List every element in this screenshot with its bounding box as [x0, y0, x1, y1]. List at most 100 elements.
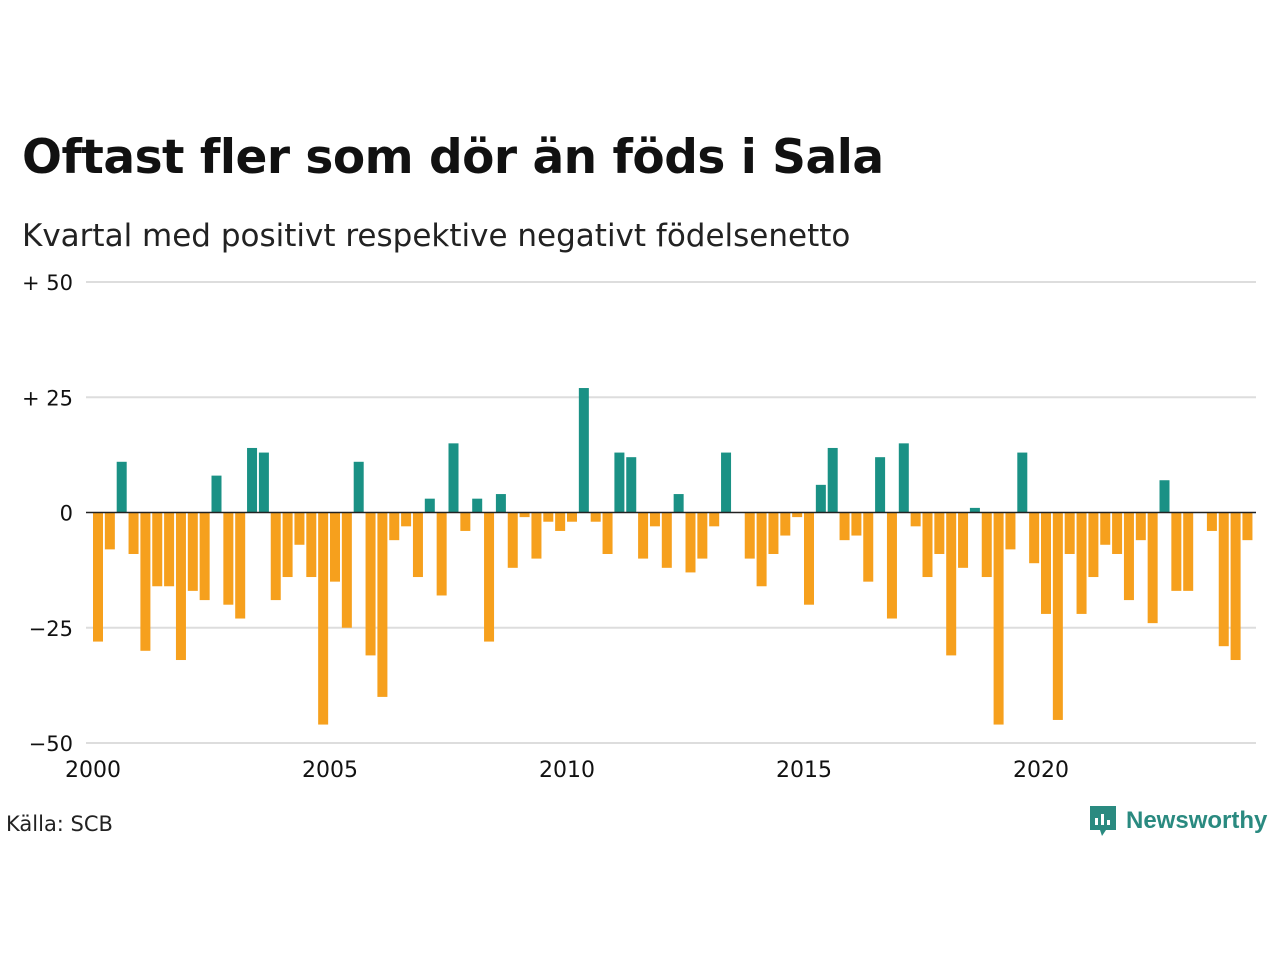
bar	[863, 512, 874, 582]
bar	[235, 512, 246, 619]
bar	[638, 512, 649, 559]
chart-subtitle: Kvartal med positivt respektive negativt…	[22, 218, 851, 254]
bar	[318, 512, 329, 725]
bar	[839, 512, 850, 541]
bar	[649, 512, 660, 527]
bar	[199, 512, 210, 601]
bar	[543, 512, 554, 522]
bar	[886, 512, 897, 619]
bar	[187, 512, 198, 591]
bar	[1112, 512, 1123, 554]
bar	[815, 484, 826, 513]
bar	[898, 443, 909, 513]
bar	[946, 512, 957, 656]
bar	[969, 507, 980, 513]
y-tick-label: 0	[60, 502, 73, 526]
bar	[555, 512, 566, 531]
bar	[306, 512, 317, 578]
newsworthy-logo-icon	[1090, 806, 1116, 836]
bar	[270, 512, 281, 601]
bar	[412, 512, 423, 578]
brand-name: Newsworthy	[1126, 807, 1268, 834]
bar	[1005, 512, 1016, 550]
bar	[756, 512, 767, 587]
bar	[140, 512, 151, 651]
bar	[507, 512, 518, 568]
y-tick-label: −50	[29, 732, 73, 756]
bar	[673, 494, 684, 513]
bar	[519, 512, 530, 518]
bar	[1029, 512, 1040, 564]
bar	[448, 443, 459, 513]
bar	[247, 447, 258, 513]
x-tick-label: 2020	[1013, 758, 1069, 783]
bar	[993, 512, 1004, 725]
bar	[341, 512, 352, 628]
bar	[851, 512, 862, 536]
x-tick-label: 2010	[539, 758, 595, 783]
bar	[1041, 512, 1051, 614]
bar	[1183, 512, 1194, 591]
bar	[981, 512, 992, 578]
bar	[1076, 512, 1087, 614]
bar	[614, 452, 625, 513]
bars	[93, 388, 1253, 725]
bar	[827, 447, 838, 513]
bar	[282, 512, 293, 578]
bar	[1171, 512, 1182, 591]
bar	[875, 457, 886, 513]
bar	[1218, 512, 1229, 647]
x-tick-label: 2015	[776, 758, 832, 783]
x-tick-label: 2000	[65, 758, 121, 783]
bar	[389, 512, 400, 541]
bar	[685, 512, 696, 573]
x-tick-label: 2005	[302, 758, 358, 783]
bar	[460, 512, 471, 531]
bar	[93, 512, 103, 642]
bar	[377, 512, 388, 697]
bar	[1135, 512, 1146, 541]
brand-logo: Newsworthy	[1088, 804, 1267, 838]
bar	[768, 512, 779, 554]
bar	[910, 512, 921, 527]
bar	[1230, 512, 1241, 661]
bar	[1017, 452, 1028, 513]
bar	[353, 461, 364, 513]
bar	[484, 512, 495, 642]
bar	[709, 512, 720, 527]
bar	[626, 457, 637, 513]
bar	[211, 475, 222, 513]
y-tick-label: + 50	[22, 271, 73, 295]
bar	[804, 512, 814, 605]
bar	[697, 512, 708, 559]
bar	[472, 498, 483, 513]
bar	[531, 512, 542, 559]
bar	[661, 512, 672, 568]
bar	[1123, 512, 1134, 601]
bar-chart: + 50 + 25 0 −25 −50 2000 2005 2010 2015 2020	[22, 271, 1256, 783]
bar	[958, 512, 969, 568]
bar	[792, 512, 803, 518]
bar	[104, 512, 115, 550]
bar	[330, 512, 340, 582]
bar	[934, 512, 945, 554]
bar	[436, 512, 447, 596]
bar	[424, 498, 435, 513]
bar	[1242, 512, 1253, 541]
bar	[721, 452, 732, 513]
bar	[567, 512, 577, 522]
bar	[365, 512, 376, 656]
bar	[152, 512, 163, 587]
bar	[401, 512, 412, 527]
bar	[1052, 512, 1063, 720]
bar	[258, 452, 269, 513]
bar	[116, 461, 127, 513]
bar	[175, 512, 186, 661]
bar	[495, 494, 506, 513]
y-tick-label: −25	[29, 617, 73, 641]
bar	[128, 512, 139, 554]
source-note: Källa: SCB	[6, 812, 113, 836]
bar	[1206, 512, 1217, 531]
bar	[1147, 512, 1158, 624]
bar	[578, 388, 589, 513]
